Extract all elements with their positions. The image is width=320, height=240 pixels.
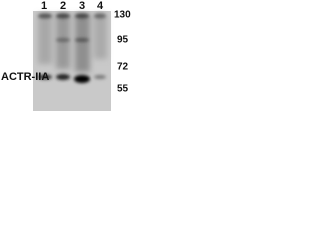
smear [38, 14, 107, 72]
mw-marker: 55 [117, 84, 129, 95]
lane-label: 4 [97, 0, 104, 12]
mw-marker: 130 [114, 10, 131, 21]
lane-label: 2 [60, 0, 66, 12]
mw-marker: 95 [117, 35, 129, 46]
protein-label: ACTR-IIA [1, 71, 49, 83]
bands [38, 13, 106, 83]
lane-label: 3 [79, 0, 85, 12]
lane-label: 1 [41, 0, 47, 12]
blot-figure: 1 2 3 4 130 95 72 55 ACTR-IIA [1, 0, 131, 111]
mw-marker: 72 [117, 62, 129, 73]
